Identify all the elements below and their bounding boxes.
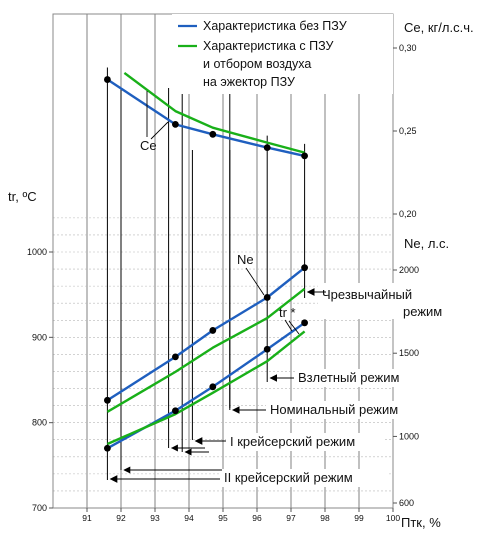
x-tick-label: 97 xyxy=(286,513,296,523)
regime-arrows xyxy=(109,288,326,483)
left-tick-label: 1000 xyxy=(27,247,47,257)
data-point xyxy=(172,353,179,361)
x-tick-label: 99 xyxy=(354,513,364,523)
ne-tick-label: 2000 xyxy=(399,265,419,275)
regime-label-bg-1 xyxy=(318,283,454,319)
markers-layer xyxy=(104,76,308,452)
left-tick-label: 800 xyxy=(32,418,47,428)
regime-label-bg-2 xyxy=(295,369,433,387)
data-point xyxy=(263,144,271,152)
x-tick-label: 95 xyxy=(218,513,228,523)
ce-tick-label: 0,30 xyxy=(399,43,417,53)
x-axis-title: Птк, % xyxy=(401,515,441,530)
regime-annotations: Чрезвычайный режим Взлетный режим Номина… xyxy=(220,283,454,487)
ne-axis: 600 1000 1500 2000 xyxy=(393,265,419,508)
regime-label-1-line2: режим xyxy=(403,304,442,319)
series-line-ne xyxy=(106,287,306,413)
curve-label-tr: tr * xyxy=(279,305,296,320)
legend-label-3: и отбором воздуха xyxy=(203,57,311,71)
data-point xyxy=(301,319,308,327)
series-line-ce xyxy=(123,71,305,154)
data-point xyxy=(263,294,271,301)
legend-label-1: Характеристика без ПЗУ xyxy=(203,19,347,33)
curve-label-tr-pointer xyxy=(284,319,293,332)
ne-tick-label: 1000 xyxy=(399,431,419,441)
ne-axis-title: Ne, л.с. xyxy=(404,236,449,251)
data-point xyxy=(172,407,179,415)
data-point xyxy=(172,120,179,128)
regime-label-bg-3 xyxy=(266,401,430,419)
ce-tick-label: 0,25 xyxy=(399,126,417,136)
legend-label-2: Характеристика с ПЗУ xyxy=(203,39,334,53)
legend-background xyxy=(172,14,393,94)
legend-label-4: на эжектор ПЗУ xyxy=(203,75,295,89)
data-point xyxy=(209,327,217,334)
data-point xyxy=(263,345,271,353)
regime-label-2: Взлетный режим xyxy=(298,370,399,385)
data-point xyxy=(301,264,308,272)
curve-label-tr-pointer xyxy=(288,320,300,335)
ce-axis: 0,20 0,25 0,30 xyxy=(393,43,417,219)
data-point xyxy=(209,383,217,391)
regime-label-5: II крейсерский режим xyxy=(224,470,353,485)
data-point xyxy=(104,396,111,404)
data-point xyxy=(301,152,308,160)
data-point xyxy=(104,76,111,83)
curve-label-ce: Се xyxy=(140,138,157,153)
left-axis-title: tr, ºC xyxy=(8,189,37,204)
ce-tick-label: 0,20 xyxy=(399,209,417,219)
ne-tick-label: 600 xyxy=(399,498,414,508)
x-tick-label: 92 xyxy=(116,513,126,523)
curve-label-ce-pointer xyxy=(150,121,169,140)
regime-label-bg-4 xyxy=(226,433,384,451)
x-tick-label: 96 xyxy=(252,513,262,523)
left-axis: 700 800 900 1000 xyxy=(27,247,53,513)
curve-label-ne: Ne xyxy=(237,252,254,267)
ce-axis-title: Се, кг/л.с.ч. xyxy=(404,20,474,35)
x-tick-label: 98 xyxy=(320,513,330,523)
series-line-tr xyxy=(106,330,306,446)
regime-label-4: I крейсерский режим xyxy=(230,434,355,449)
regime-guides xyxy=(106,67,306,480)
regime-label-3: Номинальный режим xyxy=(270,402,398,417)
left-tick-label: 900 xyxy=(32,332,47,342)
x-tick-label: 100 xyxy=(386,513,400,523)
regime-label-bg-5 xyxy=(220,469,388,487)
ne-tick-label: 1500 xyxy=(399,348,419,358)
legend: Характеристика без ПЗУ Характеристика с … xyxy=(172,14,393,94)
curve-labels: Се Ne tr * xyxy=(140,91,300,335)
x-tick-label: 93 xyxy=(150,513,160,523)
x-axis: 91 92 93 94 95 96 97 98 99 100 xyxy=(82,508,400,523)
data-point xyxy=(209,130,217,138)
curve-label-ne-pointer xyxy=(245,267,265,296)
x-tick-label: 91 xyxy=(82,513,92,523)
left-tick-label: 700 xyxy=(32,503,47,513)
regime-label-1: Чрезвычайный xyxy=(322,287,412,302)
plot-area xyxy=(52,13,394,509)
x-tick-label: 94 xyxy=(184,513,194,523)
data-point xyxy=(104,444,111,452)
